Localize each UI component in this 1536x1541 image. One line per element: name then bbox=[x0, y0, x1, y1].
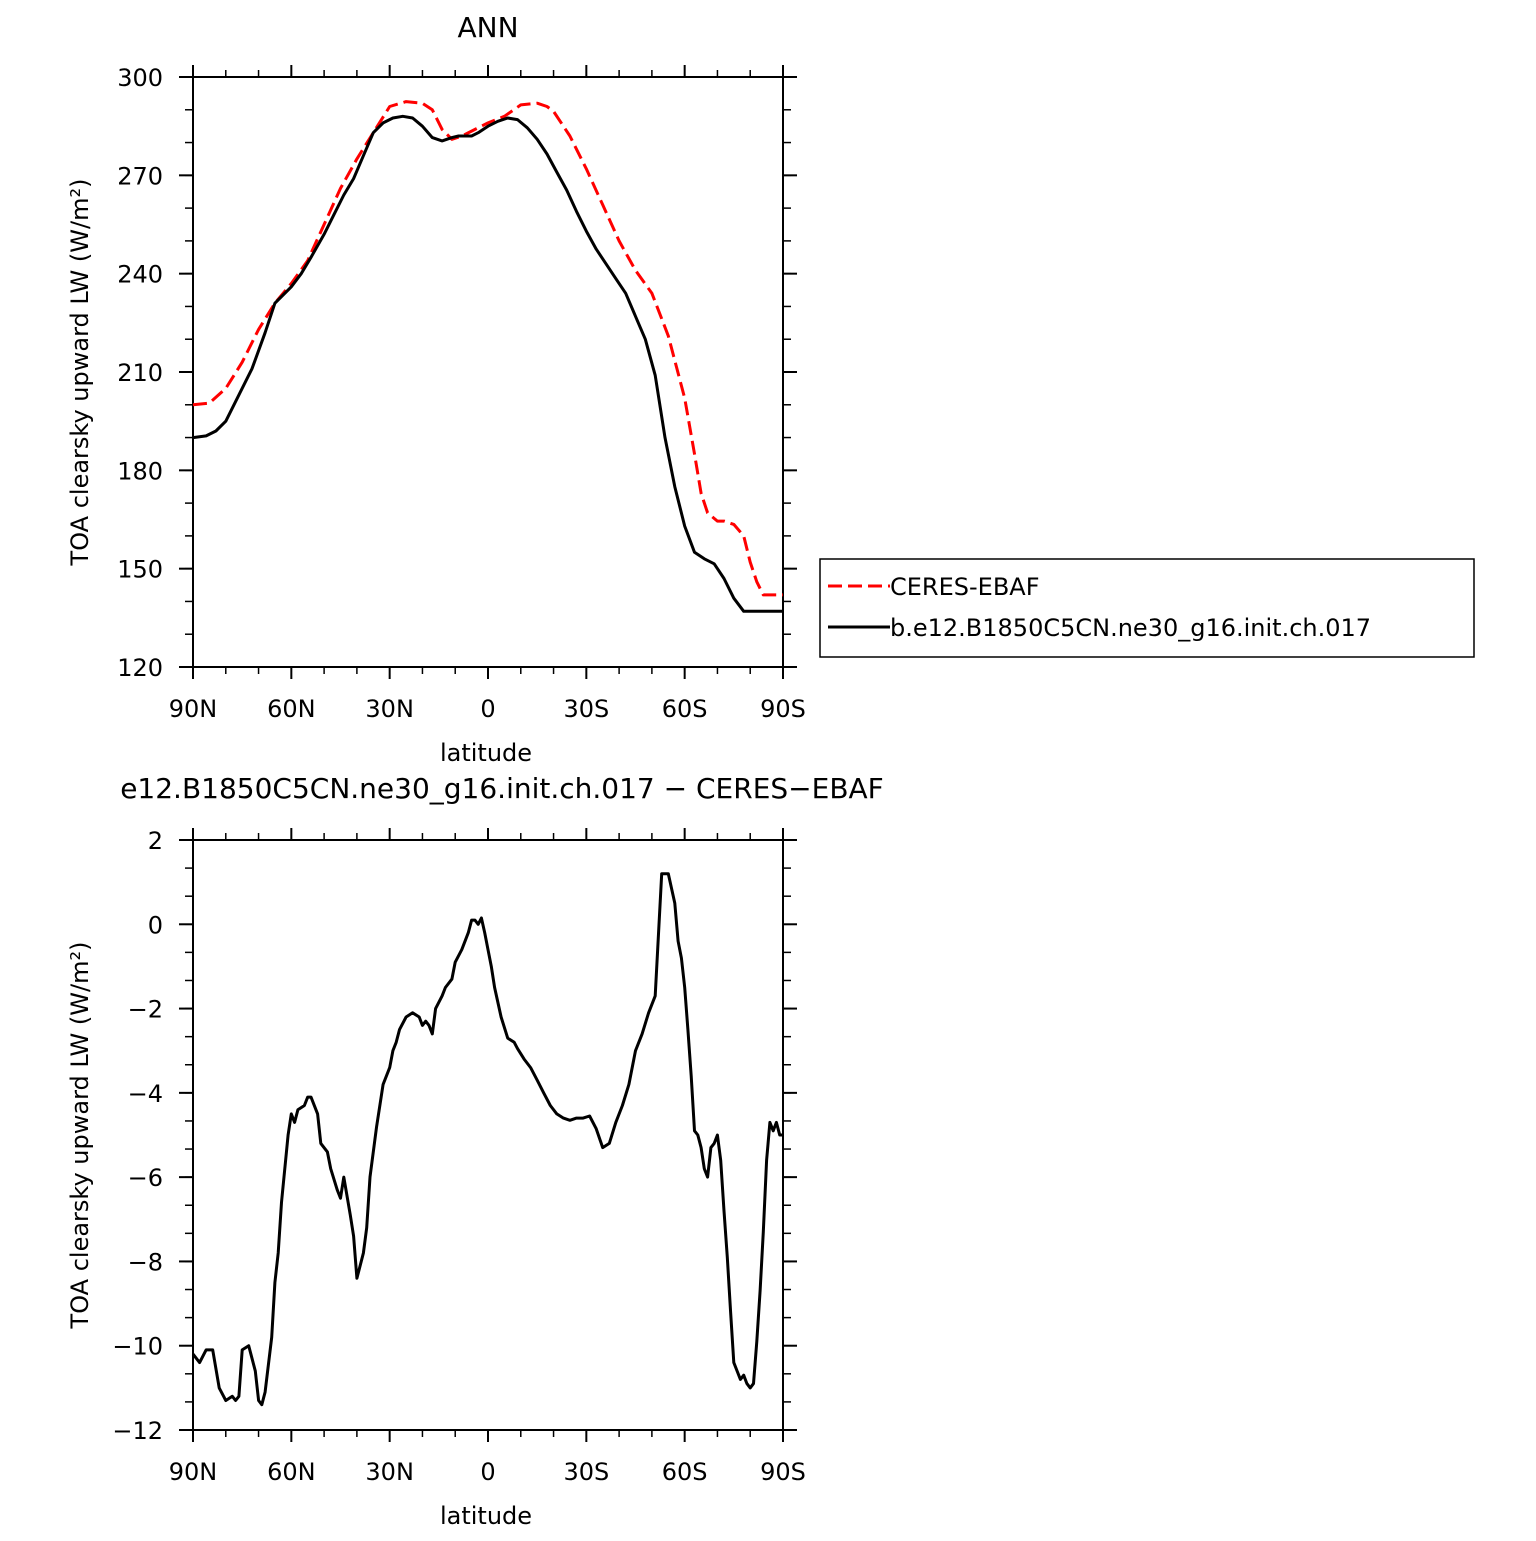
x-tick-label: 60S bbox=[662, 1458, 708, 1486]
y-tick-label: 150 bbox=[117, 556, 163, 584]
series-line bbox=[192, 100, 783, 597]
y-tick-label: 270 bbox=[117, 162, 163, 190]
x-tick-label: 90S bbox=[760, 695, 806, 723]
x-tick-label: 30N bbox=[365, 695, 414, 723]
x-tick-label: 90S bbox=[760, 1458, 806, 1486]
x-tick-label: 90N bbox=[169, 1458, 218, 1486]
x-tick-label: 30N bbox=[365, 1458, 414, 1486]
y-tick-label: −2 bbox=[128, 996, 163, 1024]
x-tick-label: 0 bbox=[480, 695, 495, 723]
y-tick-label: −4 bbox=[128, 1080, 163, 1108]
x-tick-label: 30S bbox=[563, 695, 609, 723]
y-tick-label: 0 bbox=[148, 911, 163, 939]
legend: CERES-EBAF b.e12.B1850C5CN.ne30_g16.init.… bbox=[819, 558, 1475, 658]
x-tick-label: 60N bbox=[267, 1458, 316, 1486]
y-tick-label: −12 bbox=[112, 1417, 163, 1445]
y-tick-label: 210 bbox=[117, 359, 163, 387]
chart-title: ANN bbox=[457, 11, 518, 44]
y-tick-label: 2 bbox=[148, 827, 163, 855]
x-tick-label: 0 bbox=[480, 1458, 495, 1486]
y-tick-label: 300 bbox=[117, 64, 163, 92]
chart-title: e12.B1850C5CN.ne30_g16.init.ch.017 − CER… bbox=[120, 772, 884, 805]
x-tick-label: 90N bbox=[169, 695, 218, 723]
y-tick-label: −6 bbox=[128, 1164, 163, 1192]
x-tick-label: 60S bbox=[662, 695, 708, 723]
bottom-panel: e12.B1850C5CN.ne30_g16.init.ch.017 − CER… bbox=[66, 772, 884, 1530]
y-axis-title: TOA clearsky upward LW (W/m²) bbox=[66, 179, 94, 567]
series-line bbox=[192, 114, 783, 613]
y-tick-label: 120 bbox=[117, 654, 163, 682]
y-tick-label: −8 bbox=[128, 1248, 163, 1276]
plot-frame bbox=[192, 839, 784, 1431]
y-tick-label: 180 bbox=[117, 457, 163, 485]
plot-frame bbox=[192, 76, 784, 668]
x-tick-label: 60N bbox=[267, 695, 316, 723]
x-axis-title: latitude bbox=[440, 739, 532, 767]
legend-label: CERES-EBAF bbox=[890, 573, 1040, 601]
y-axis-title: TOA clearsky upward LW (W/m²) bbox=[66, 942, 94, 1330]
legend-box bbox=[819, 558, 1475, 658]
legend-label: b.e12.B1850C5CN.ne30_g16.init.ch.017 bbox=[890, 614, 1371, 642]
y-tick-label: 240 bbox=[117, 261, 163, 289]
x-tick-label: 30S bbox=[563, 1458, 609, 1486]
y-tick-label: −10 bbox=[112, 1333, 163, 1361]
series-line bbox=[191, 872, 783, 1407]
x-axis-title: latitude bbox=[440, 1502, 532, 1530]
top-panel: ANN 90N 60N 30N 0 30S 60S 90S 300 270 240 210 180 150… bbox=[66, 11, 1475, 767]
